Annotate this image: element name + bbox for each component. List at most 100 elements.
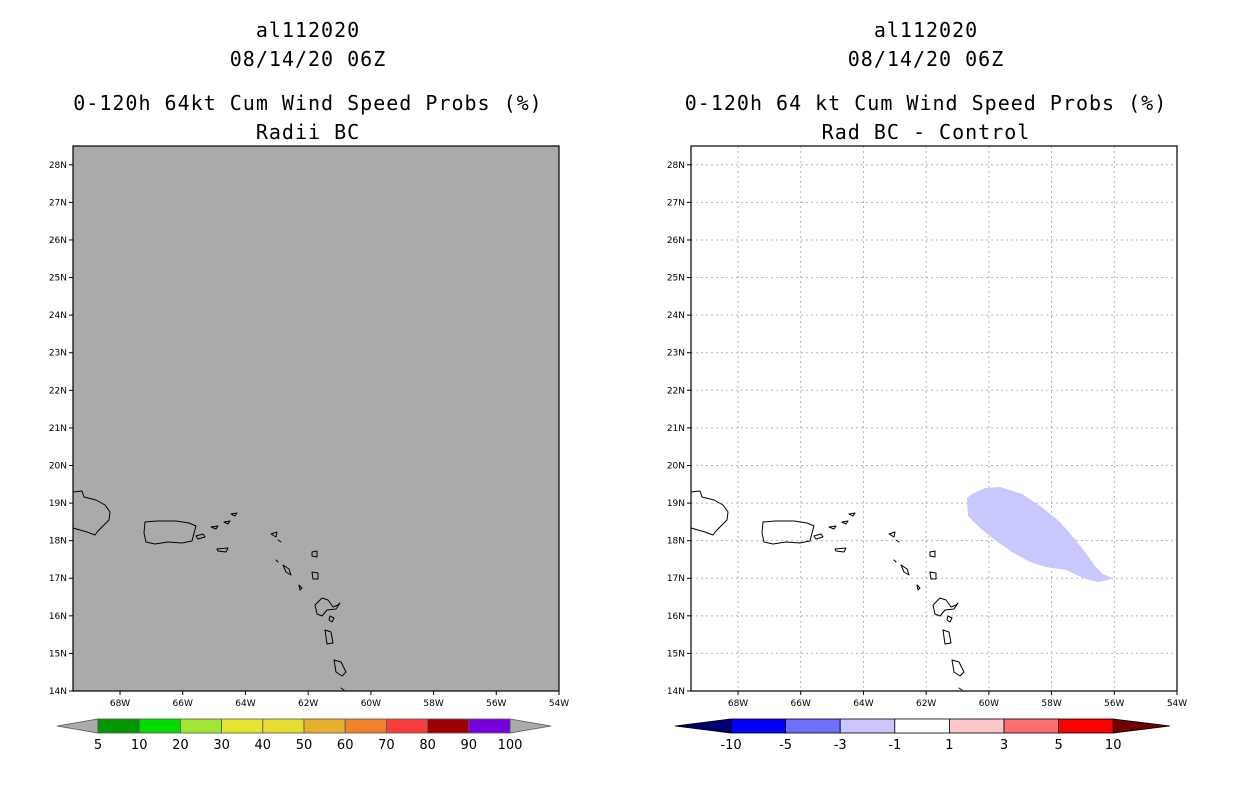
right-map-panel: 68W 66W 64W 62W 60W 58W 56W 54W 14N 15N 16N 17N 18N 1… <box>667 145 1187 709</box>
coastline-guadeloupe-2 <box>932 597 959 617</box>
coastline-hispaniola <box>72 490 111 536</box>
lat-tick-label: 28N <box>667 161 685 171</box>
coastline-st-kitts <box>282 564 292 576</box>
right-axis-ticks: 68W 66W 64W 62W 60W 58W 56W 54W 14N 15N 16N 17N 18N 1… <box>667 161 1187 709</box>
lon-tick-label: 56W <box>1104 699 1124 709</box>
right-colorbar-swatch <box>730 718 786 734</box>
right-colorbar-label: -10 <box>720 738 741 753</box>
lat-tick-label: 21N <box>49 424 67 434</box>
left-colorbar-swatch <box>97 718 140 734</box>
left-colorbar-swatch <box>427 718 470 734</box>
lat-tick-label: 14N <box>667 687 685 697</box>
coastline-montserrat <box>298 584 303 591</box>
lat-tick-label: 17N <box>49 574 67 584</box>
lat-tick-label: 22N <box>49 386 67 396</box>
lon-tick-label: 68W <box>110 699 130 709</box>
lon-tick-label: 58W <box>423 699 443 709</box>
left-plot-title: 0-120h 64kt Cum Wind Speed Probs (%) <box>73 91 543 115</box>
coastline-guadeloupe <box>311 571 319 580</box>
lon-tick-label: 66W <box>791 699 811 709</box>
right-plot-subtitle: Rad BC - Control <box>821 120 1031 144</box>
coastline-anguilla <box>270 531 278 538</box>
coastline-montserrat <box>916 584 921 591</box>
lat-tick-label: 16N <box>667 612 685 622</box>
right-storm-id: al112020 <box>873 18 979 42</box>
coastline-virgin-islands-2 <box>841 520 849 525</box>
coastline-guadeloupe <box>929 571 937 580</box>
lon-tick-label: 66W <box>173 699 193 709</box>
lat-tick-label: 22N <box>667 386 685 396</box>
right-colorbar-label: -5 <box>779 738 792 753</box>
coastline-virgin-islands-1 <box>210 525 219 530</box>
coastline-marie-galante <box>328 615 335 623</box>
right-colorbar-swatch <box>1003 718 1059 734</box>
lat-tick-label: 24N <box>667 311 685 321</box>
lon-tick-label: 54W <box>1167 699 1187 709</box>
coastline-vieques <box>195 533 206 540</box>
right-colorbar-high-end <box>1112 718 1171 734</box>
coastline-st-croix <box>216 547 229 553</box>
coastline-st-lucia <box>340 687 345 691</box>
coastline-saba <box>275 559 279 563</box>
lon-tick-label: 64W <box>235 699 255 709</box>
left-colorbar-swatch <box>221 718 264 734</box>
coastline-dominica <box>942 629 952 645</box>
right-colorbar-swatch <box>1058 718 1114 734</box>
left-coastlines <box>72 490 347 691</box>
left-colorbar-high-end <box>509 718 552 734</box>
coastline-st-barts <box>895 539 900 543</box>
coastline-st-barts <box>277 539 282 543</box>
coastline-virgin-islands-3 <box>848 512 856 517</box>
right-coastlines <box>690 490 965 691</box>
left-colorbar-label: 20 <box>172 738 189 753</box>
lat-tick-label: 24N <box>49 311 67 321</box>
lon-tick-label: 64W <box>853 699 873 709</box>
lat-tick-label: 19N <box>49 499 67 509</box>
lat-tick-label: 15N <box>667 649 685 659</box>
lat-tick-label: 17N <box>667 574 685 584</box>
coastline-group <box>690 490 965 691</box>
right-map-background <box>691 146 1177 691</box>
left-colorbar-swatch <box>138 718 181 734</box>
coastline-st-lucia <box>958 687 963 691</box>
right-gridlines <box>691 146 1177 691</box>
left-colorbar-swatch <box>344 718 387 734</box>
coastline-st-kitts <box>900 564 910 576</box>
lat-tick-label: 27N <box>667 198 685 208</box>
coastline-virgin-islands-3 <box>230 512 238 517</box>
lon-tick-label: 58W <box>1041 699 1061 709</box>
right-colorbar-label: -1 <box>888 738 901 753</box>
right-map-frame <box>690 145 1178 692</box>
lon-tick-label: 56W <box>486 699 506 709</box>
lat-tick-label: 18N <box>667 537 685 547</box>
left-colorbar-swatch <box>262 718 305 734</box>
lat-tick-label: 25N <box>667 274 685 284</box>
coastline-group <box>72 490 347 691</box>
lat-tick-label: 21N <box>667 424 685 434</box>
coastline-dominica <box>324 629 334 645</box>
lon-tick-label: 68W <box>728 699 748 709</box>
lat-tick-label: 18N <box>49 537 67 547</box>
coastline-antigua <box>311 550 318 558</box>
left-colorbar-label: 80 <box>419 738 436 753</box>
coastline-anguilla <box>888 531 896 538</box>
lat-tick-label: 25N <box>49 274 67 284</box>
lat-tick-label: 20N <box>667 461 685 471</box>
lat-tick-label: 27N <box>49 198 67 208</box>
left-colorbar-label: 10 <box>131 738 148 753</box>
coastline-martinique <box>951 659 965 677</box>
right-difference-shading <box>967 487 1112 582</box>
left-colorbar-swatch <box>179 718 222 734</box>
right-colorbar-low-end <box>674 718 732 734</box>
coastline-marie-galante <box>946 615 953 623</box>
lon-tick-label: 62W <box>916 699 936 709</box>
coastline-hispaniola <box>690 490 729 536</box>
coastline-vieques <box>813 533 824 540</box>
left-datetime: 08/14/20 06Z <box>229 47 387 71</box>
left-probability-field <box>73 146 559 691</box>
coastline-puerto-rico <box>143 520 197 545</box>
right-colorbar-swatch <box>839 718 896 734</box>
lat-tick-label: 15N <box>49 649 67 659</box>
coastline-antigua <box>929 550 936 558</box>
